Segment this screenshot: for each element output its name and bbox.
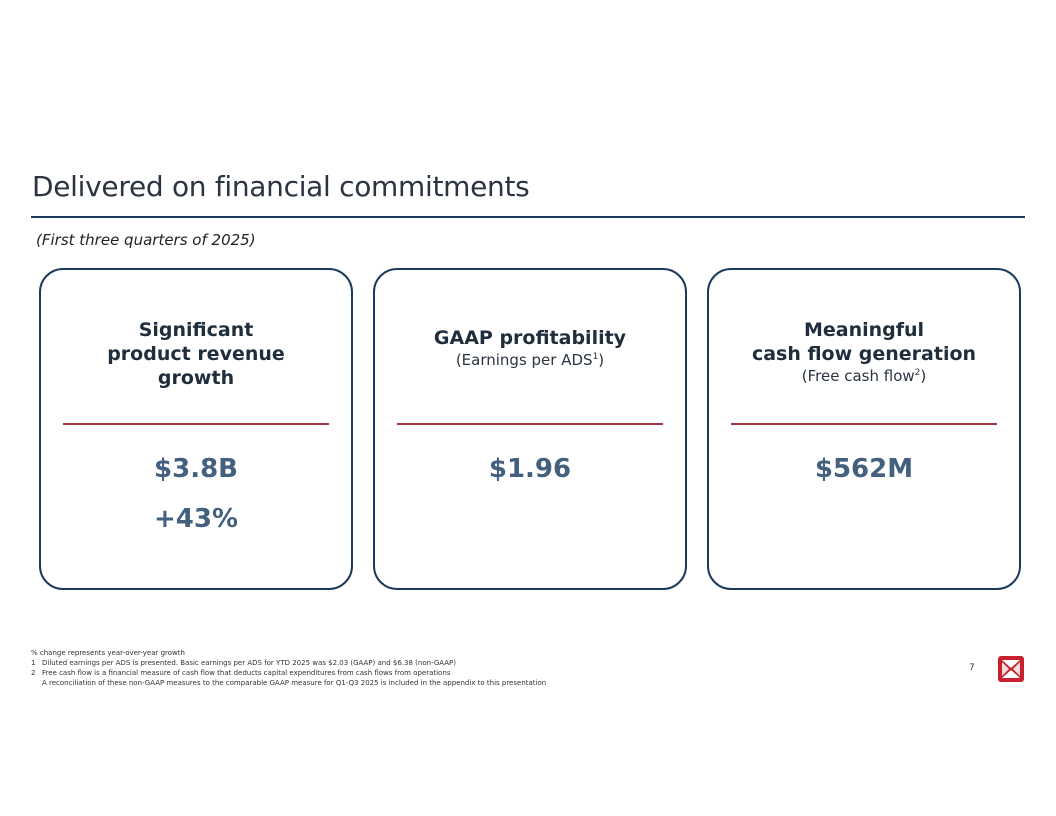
card-divider: [63, 423, 329, 425]
footnote-intro: % change represents year-over-year growt…: [31, 649, 185, 657]
card-subheading: (Free cash flow2): [801, 367, 927, 385]
page-title: Delivered on financial commitments: [32, 170, 530, 203]
footnotes: % change represents year-over-year growt…: [31, 648, 651, 688]
card-subheading: (Earnings per ADS1): [455, 351, 605, 369]
page-number: 7: [969, 663, 975, 673]
footnote-text: Free cash flow is a financial measure of…: [42, 669, 451, 677]
footnote-text: A reconciliation of these non-GAAP measu…: [42, 679, 547, 687]
card-gaap-profitability: GAAP profitability (Earnings per ADS1) $…: [373, 268, 687, 590]
title-rule: [31, 216, 1025, 218]
card-header: Significant product revenue growth: [41, 318, 351, 400]
footnote-1: 1 Diluted earnings per ADS is presented.…: [31, 658, 651, 668]
metric-revenue-growth: +43%: [153, 504, 239, 534]
period-subtitle: (First three quarters of 2025): [36, 231, 256, 249]
footnote-2: 2 Free cash flow is a financial measure …: [31, 668, 651, 678]
card-cash-flow: Meaningful cash flow generation (Free ca…: [707, 268, 1021, 590]
card-header: GAAP profitability (Earnings per ADS1): [375, 326, 685, 408]
metric-free-cash-flow: $562M: [814, 454, 914, 484]
footnote-marker: 2: [914, 368, 921, 378]
footnote-marker: 1: [31, 659, 36, 667]
footnote-marker: 1: [592, 352, 599, 362]
card-heading: Significant product revenue growth: [107, 319, 285, 389]
card-heading: GAAP profitability: [433, 327, 627, 349]
company-logo-icon: [998, 656, 1024, 682]
footnote-reconciliation: A reconciliation of these non-GAAP measu…: [31, 678, 651, 688]
card-header: Meaningful cash flow generation (Free ca…: [709, 318, 1019, 400]
footnote-text: Diluted earnings per ADS is presented. B…: [42, 659, 456, 667]
metric-eps: $1.96: [488, 454, 572, 484]
metric-product-revenue: $3.8B: [154, 454, 238, 484]
card-divider: [731, 423, 997, 425]
card-heading: Meaningful cash flow generation: [751, 319, 977, 365]
footnote-marker: 2: [31, 669, 36, 677]
card-divider: [397, 423, 663, 425]
card-product-revenue: Significant product revenue growth $3.8B…: [39, 268, 353, 590]
